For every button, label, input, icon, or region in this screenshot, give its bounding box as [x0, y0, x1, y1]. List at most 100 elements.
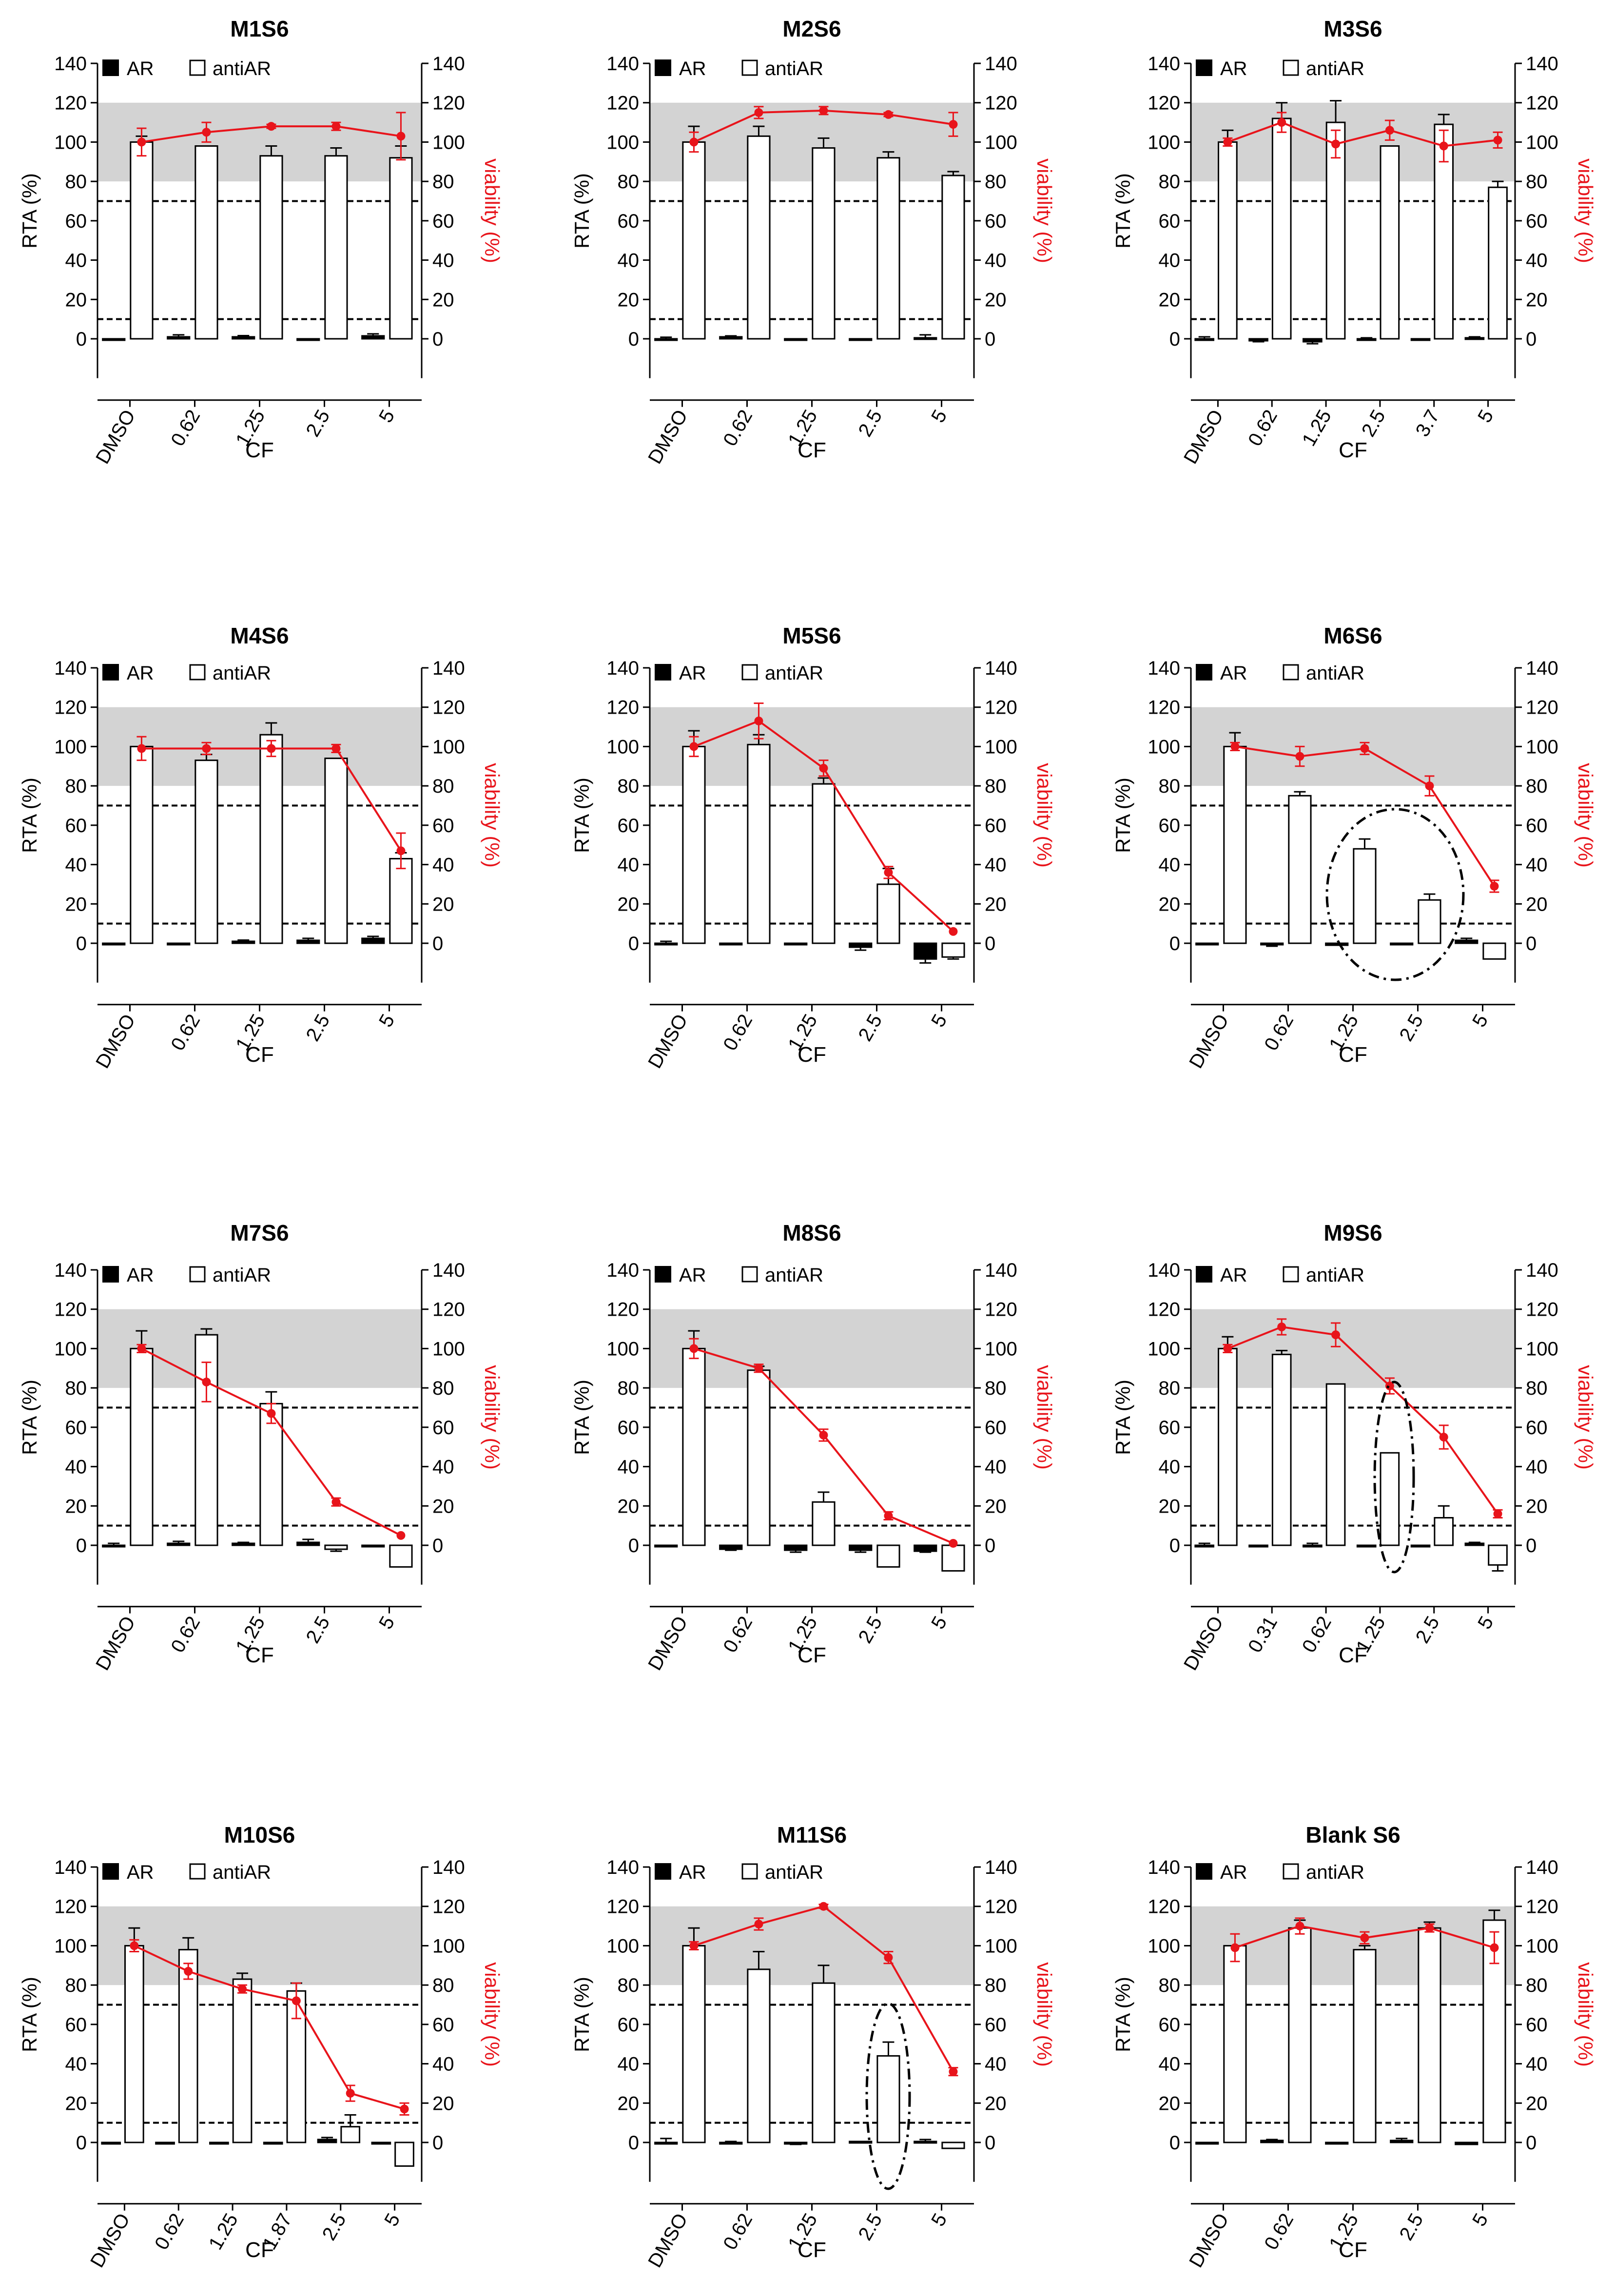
x-tick-label: DMSO [644, 2210, 692, 2271]
x-tick-label: 5 [927, 2210, 951, 2230]
bar-ar [654, 1544, 678, 1548]
viability-point [1277, 1323, 1286, 1332]
bar-antiar [324, 758, 348, 944]
legend-antiar-label: antiAR [765, 1862, 823, 1883]
viability-point [331, 1498, 341, 1507]
y-tick-label: 80 [618, 1975, 640, 1996]
bar-ar [1325, 942, 1349, 946]
bar-ar [849, 1544, 873, 1551]
legend-antiar-swatch [189, 59, 206, 76]
bar-ar [1410, 338, 1431, 341]
bar-antiar [812, 1501, 836, 1546]
reference-band [1191, 102, 1515, 182]
legend-antiar-label: antiAR [213, 662, 271, 684]
viability-point [754, 1920, 763, 1929]
viability-point [1230, 742, 1240, 751]
bar-antiar [747, 1369, 771, 1546]
y-tick-label: 40 [1159, 2054, 1181, 2075]
bar-ar [296, 1541, 320, 1546]
bar-antiar [1434, 1517, 1454, 1546]
viability-point [1331, 1330, 1341, 1340]
bar-ar [361, 937, 385, 944]
y2-tick-label: 20 [1526, 289, 1548, 311]
bar-ar [102, 1544, 126, 1548]
y2-axis-label: viability (%) [481, 1365, 504, 1470]
legend-ar-label: AR [127, 1265, 154, 1286]
chart-title: M8S6 [782, 1220, 841, 1245]
viability-point [819, 106, 828, 115]
chart-title: M4S6 [230, 623, 289, 648]
viability-point [331, 744, 341, 753]
viability-point [137, 137, 146, 147]
y-axis-label: RTA (%) [1111, 778, 1134, 853]
viability-point [949, 1538, 958, 1548]
viability-point [884, 110, 893, 119]
bar-antiar [195, 759, 218, 944]
y-tick-label: 20 [65, 289, 87, 311]
x-axis-label: CF [1339, 1043, 1367, 1067]
viability-point [1223, 1344, 1232, 1353]
legend-antiar-swatch [741, 59, 758, 76]
x-tick-label: 2.5 [1395, 2210, 1427, 2244]
chart-panel: M7S6 0 0 20 20 40 40 60 60 80 80 100 100 120 120 140 140… [18, 1220, 504, 1674]
y-tick-label: 80 [618, 1378, 640, 1399]
y-tick-label: 120 [606, 1299, 639, 1321]
chart-panel: M1S6 0 0 20 20 40 40 60 60 80 80 100 100 120 120 140 140… [18, 16, 504, 467]
y-tick-label: 20 [1159, 289, 1181, 311]
y2-tick-label: 0 [1526, 1535, 1537, 1557]
bar-ar [296, 939, 320, 944]
legend-antiar-swatch [1283, 1863, 1299, 1880]
legend-ar-swatch [102, 1863, 119, 1880]
x-tick-label: DMSO [92, 1613, 139, 1674]
bar-antiar [178, 1949, 198, 2143]
y-axis-label: RTA (%) [18, 778, 41, 853]
y2-tick-label: 140 [432, 658, 465, 679]
bar-ar [1248, 1544, 1268, 1548]
bar-antiar [340, 2126, 361, 2143]
x-axis-label: CF [1339, 1643, 1367, 1667]
y-tick-label: 120 [1148, 697, 1180, 719]
legend-ar-swatch [655, 1266, 671, 1283]
y2-tick-label: 80 [985, 1975, 1007, 1996]
x-tick-label: 0.62 [1260, 1011, 1298, 1054]
bar-ar [1260, 2140, 1284, 2143]
y-tick-label: 140 [1148, 1260, 1180, 1281]
x-tick-label: 2.5 [302, 1613, 334, 1647]
y2-tick-label: 20 [432, 894, 454, 915]
y2-tick-label: 0 [1526, 933, 1537, 954]
bar-ar [1303, 338, 1323, 343]
y2-tick-label: 80 [985, 1378, 1007, 1399]
x-tick-label: 0.31 [1244, 1613, 1282, 1656]
bar-antiar [1271, 117, 1292, 340]
y2-tick-label: 60 [1526, 1417, 1548, 1439]
viability-point [1295, 1922, 1304, 1931]
bar-antiar [941, 1544, 965, 1572]
bar-ar [1194, 1544, 1215, 1548]
y-tick-label: 0 [1169, 2132, 1180, 2154]
bar-antiar [1218, 1347, 1238, 1546]
y2-tick-label: 120 [432, 1299, 465, 1321]
y-tick-label: 120 [1148, 1896, 1180, 1918]
bar-ar [719, 942, 743, 946]
y2-tick-label: 140 [1526, 658, 1558, 679]
y-tick-label: 0 [76, 1535, 87, 1557]
bar-ar [654, 2141, 678, 2145]
y2-tick-label: 60 [1526, 2014, 1548, 2036]
x-tick-label: 0.62 [151, 2210, 188, 2253]
chart-title: M1S6 [230, 16, 289, 41]
y-tick-label: 100 [54, 1935, 87, 1957]
viability-point [819, 1431, 828, 1440]
viability-point [1493, 1509, 1502, 1518]
y-tick-label: 100 [1148, 736, 1180, 758]
chart-title: M7S6 [230, 1220, 289, 1245]
reference-band [1191, 1309, 1515, 1388]
viability-point [1295, 752, 1304, 761]
y-tick-label: 80 [618, 776, 640, 797]
chart-title: M6S6 [1323, 623, 1382, 648]
y2-tick-label: 80 [432, 1975, 454, 1996]
viability-point [884, 1511, 893, 1520]
bar-antiar [1380, 145, 1400, 340]
bar-ar [1248, 338, 1268, 342]
y-tick-label: 120 [606, 697, 639, 719]
bar-ar [317, 2139, 337, 2143]
